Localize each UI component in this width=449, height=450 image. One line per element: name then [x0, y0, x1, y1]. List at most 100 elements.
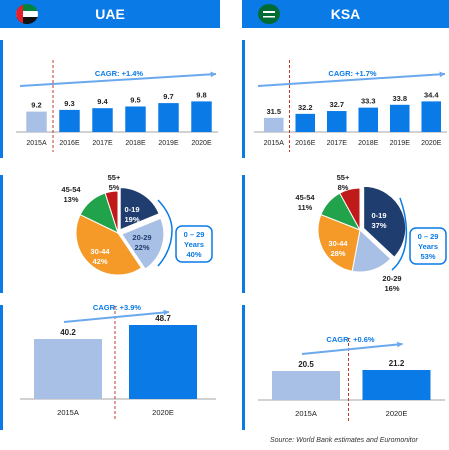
ksa-spend-tick-label: 2020E [386, 409, 408, 418]
ksa-pop-value-label: 33.8 [392, 94, 407, 103]
ksa-pop-bar [421, 101, 442, 132]
ksa-pop-value-label: 34.4 [424, 90, 439, 99]
uae-age-slice-label: 55+ [108, 173, 121, 182]
uae-age-callout-box [175, 225, 213, 263]
uae-pop-value-label: 9.7 [163, 92, 173, 101]
uae-age-slice-value: 13% [63, 195, 78, 204]
ksa-pop-value-label: 32.2 [298, 103, 313, 112]
ksa-spend-bar [272, 371, 340, 400]
uae-pop-tick-label: 2018E [125, 140, 146, 147]
uae-age-slice-label: 0-19 [124, 205, 139, 214]
uae-pop-value-label: 9.2 [31, 101, 41, 110]
ksa-age-slice-label: 30-44 [328, 239, 348, 248]
uae-pop-bar [59, 109, 80, 132]
ksa-age-slice-value: 11% [298, 203, 313, 212]
ksa-pop-tick-label: 2018E [358, 140, 379, 147]
ksa-age-slice-label: 45-54 [295, 193, 315, 202]
ksa-pop-cagr-arrow-head [439, 71, 445, 78]
ksa-spend-value-label: 20.5 [298, 360, 314, 369]
ksa-pop-bar [326, 111, 347, 132]
uae-pop-cagr-arrow-head [210, 71, 216, 78]
uae-title: UAE [95, 6, 125, 22]
ksa-age-slice [317, 213, 361, 272]
uae-age-slice-value: 5% [109, 183, 120, 192]
uae-age-slice-label: 30-44 [90, 247, 110, 256]
uae-age-slice-value: 42% [92, 257, 107, 266]
uae-spend-bar [129, 325, 197, 399]
ksa-age-slice-value: 16% [384, 284, 399, 293]
uae-pop-bar [26, 111, 47, 132]
ksa-age-slice-label: 0-19 [371, 211, 386, 220]
ksa-spend-value-label: 21.2 [389, 359, 405, 368]
ksa-age-slice-value: 28% [330, 249, 345, 258]
ksa-pop-cagr-arrow-line [257, 73, 446, 87]
ksa-spend-cagr-arrow-head [396, 341, 403, 348]
ksa-age-bracket [391, 197, 408, 271]
uae-pop-value-label: 9.5 [130, 96, 140, 105]
uae-pop-tick-label: 2017E [92, 140, 113, 147]
uae-spend-value-label: 48.7 [155, 314, 171, 323]
uae-age-slice-value: 19% [124, 215, 139, 224]
uae-section-bar-2 [0, 175, 3, 293]
uae-pop-tick-label: 2016E [59, 140, 80, 147]
ksa-age-slice [363, 185, 407, 258]
ksa-spend-tick-label: 2015A [295, 409, 317, 418]
ksa-flag-icon [258, 4, 280, 24]
ksa-age-callout-value: 53% [420, 252, 435, 261]
uae-pop-cagr-label: CAGR: +1.4% [95, 69, 143, 78]
ksa-section-bar-1 [242, 40, 245, 158]
uae-pop-value-label: 9.4 [97, 97, 108, 106]
ksa-pop-bar [295, 113, 316, 132]
uae-age-slice-label: 20-29 [132, 233, 151, 242]
uae-pop-tick-label: 2015A [26, 140, 47, 147]
ksa-spend-chart: 20.5 2015A 21.2 2020E CAGR: +0.6% [258, 335, 445, 422]
ksa-age-slice [339, 187, 361, 231]
uae-pop-bar [92, 108, 113, 132]
ksa-pop-tick-label: 2015A [264, 140, 285, 147]
uae-age-slice [104, 190, 119, 234]
uae-age-bracket [157, 199, 173, 267]
uae-pop-tick-label: 2019E [158, 140, 179, 147]
uae-population-chart: 9.2 2015A 9.3 2016E 9.4 2017E 9.5 2018E 9.7 2019E… [16, 60, 218, 152]
uae-age-callout-label: 0 – 29 [184, 230, 205, 239]
ksa-age-slice-value: 37% [371, 221, 386, 230]
uae-spend-cagr-arrow-head [163, 309, 169, 316]
uae-flag-icon [16, 4, 38, 24]
ksa-age-slice-value: 8% [338, 183, 349, 192]
ksa-spend-cagr-arrow-line [301, 343, 403, 355]
ksa-pop-tick-label: 2020E [421, 140, 442, 147]
ksa-age-slice-label: 20-29 [382, 274, 401, 283]
ksa-age-callout-label: 0 – 29 [418, 232, 439, 241]
ksa-pop-tick-label: 2019E [390, 140, 411, 147]
uae-spend-tick-label: 2015A [57, 408, 79, 417]
uae-pop-value-label: 9.8 [196, 90, 206, 99]
uae-spend-cagr-label: CAGR: +3.9% [93, 303, 141, 312]
uae-age-slice-value: 22% [134, 243, 149, 252]
ksa-section-bar-2 [242, 175, 245, 293]
uae-spend-value-label: 40.2 [60, 328, 76, 337]
ksa-age-slice-label: 55+ [337, 173, 350, 182]
ksa-pop-value-label: 33.3 [361, 97, 376, 106]
ksa-age-callout-box [409, 227, 447, 265]
uae-pop-bar [191, 101, 212, 132]
ksa-pop-tick-label: 2017E [327, 140, 348, 147]
ksa-title: KSA [330, 6, 361, 22]
ksa-spend-cagr-label: CAGR: +0.6% [326, 335, 374, 344]
uae-age-callout-years: Years [184, 240, 204, 249]
ksa-pop-value-label: 32.7 [329, 100, 344, 109]
uae-spend-tick-label: 2020E [152, 408, 174, 417]
uae-pop-cagr-arrow-line [19, 73, 217, 87]
ksa-age-callout-years: Years [418, 242, 438, 251]
ksa-pop-bar [389, 104, 410, 132]
uae-section-bar-1 [0, 40, 3, 158]
ksa-pop-cagr-label: CAGR: +1.7% [328, 69, 376, 78]
uae-section-bar-3 [0, 305, 3, 430]
uae-spend-cagr-arrow-line [63, 311, 170, 323]
ksa-section-bar-3 [242, 305, 245, 430]
uae-spend-chart: 40.2 2015A 48.7 2020E CAGR: +3.9% [20, 303, 216, 421]
ksa-pop-tick-label: 2016E [295, 140, 316, 147]
ksa-pop-value-label: 31.5 [266, 107, 281, 116]
uae-age-slice-label: 45-54 [61, 185, 81, 194]
